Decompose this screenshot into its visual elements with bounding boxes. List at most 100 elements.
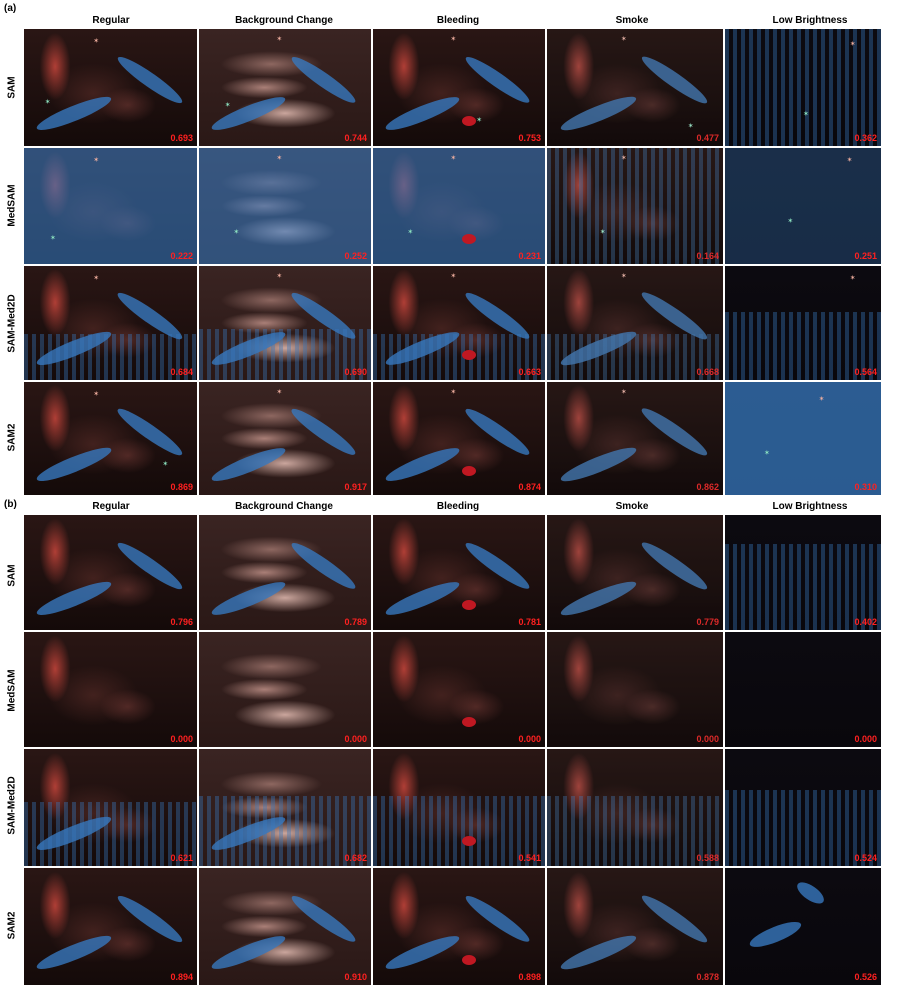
col-header-low-brightness: Low Brightness bbox=[772, 15, 848, 26]
image-cell: ✶ ✶ 0.869 bbox=[24, 382, 197, 495]
col-header-regular: Regular bbox=[92, 15, 130, 26]
dice-score: 0.869 bbox=[170, 482, 193, 492]
image-cell: 0.910 bbox=[199, 868, 371, 985]
dice-score: 0.588 bbox=[696, 853, 719, 863]
dice-score: 0.000 bbox=[518, 734, 541, 744]
dice-score: 0.682 bbox=[344, 853, 367, 863]
image-cell: ✶ ✶ 0.753 bbox=[373, 29, 545, 146]
dice-score: 0.310 bbox=[854, 482, 877, 492]
panel-b-label: (b) bbox=[4, 499, 17, 510]
dice-score: 0.878 bbox=[696, 972, 719, 982]
dice-score: 0.000 bbox=[170, 734, 193, 744]
image-cell: ✶ 0.668 bbox=[547, 266, 723, 380]
image-cell: 0.588 bbox=[547, 749, 723, 866]
image-cell: ✶ 0.663 bbox=[373, 266, 545, 380]
image-cell: 0.781 bbox=[373, 515, 545, 630]
image-cell: ✶ ✶ 0.693 bbox=[24, 29, 197, 146]
image-cell: ✶ 0.917 bbox=[199, 382, 371, 495]
image-cell: ✶ ✶ 0.251 bbox=[725, 148, 881, 264]
col-header-background-change: Background Change bbox=[235, 15, 333, 26]
image-cell: 0.000 bbox=[199, 632, 371, 747]
col-header-smoke: Smoke bbox=[615, 501, 649, 512]
dice-score: 0.222 bbox=[170, 251, 193, 261]
image-cell: 0.526 bbox=[725, 868, 881, 985]
panel-a-label: (a) bbox=[4, 3, 17, 14]
dice-score: 0.917 bbox=[344, 482, 367, 492]
image-cell: 0.000 bbox=[24, 632, 197, 747]
image-cell: ✶ 0.564 bbox=[725, 266, 881, 380]
image-cell: 0.894 bbox=[24, 868, 197, 985]
dice-score: 0.362 bbox=[854, 133, 877, 143]
dice-score: 0.874 bbox=[518, 482, 541, 492]
dice-score: 0.000 bbox=[854, 734, 877, 744]
dice-score: 0.753 bbox=[518, 133, 541, 143]
panel-a-grid: ✶ ✶ 0.693 ✶ ✶ 0.744 ✶ ✶ 0.753 ✶ ✶ 0.477 ✶ ✶ 0.362 … bbox=[24, 29, 906, 495]
image-cell: ✶ ✶ 0.164 bbox=[547, 148, 723, 264]
row-label-medsam: MedSAM bbox=[6, 669, 18, 712]
image-cell: ✶ 0.874 bbox=[373, 382, 545, 495]
image-cell: 0.779 bbox=[547, 515, 723, 630]
col-header-background-change: Background Change bbox=[235, 501, 333, 512]
dice-score: 0.402 bbox=[854, 617, 877, 627]
image-cell: 0.682 bbox=[199, 749, 371, 866]
image-cell: ✶ 0.684 bbox=[24, 266, 197, 380]
image-cell: ✶ ✶ 0.362 bbox=[725, 29, 881, 146]
dice-score: 0.779 bbox=[696, 617, 719, 627]
dice-score: 0.862 bbox=[696, 482, 719, 492]
image-cell: ✶ ✶ 0.477 bbox=[547, 29, 723, 146]
image-cell: ✶ 0.690 bbox=[199, 266, 371, 380]
image-cell: 0.000 bbox=[373, 632, 545, 747]
col-header-smoke: Smoke bbox=[615, 15, 649, 26]
image-cell: ✶ ✶ 0.252 bbox=[199, 148, 371, 264]
image-cell: 0.878 bbox=[547, 868, 723, 985]
row-label-sam2: SAM2 bbox=[6, 911, 18, 940]
dice-score: 0.663 bbox=[518, 367, 541, 377]
dice-score: 0.781 bbox=[518, 617, 541, 627]
dice-score: 0.251 bbox=[854, 251, 877, 261]
image-cell: ✶ ✶ 0.231 bbox=[373, 148, 545, 264]
image-cell: 0.789 bbox=[199, 515, 371, 630]
dice-score: 0.252 bbox=[344, 251, 367, 261]
image-cell: 0.402 bbox=[725, 515, 881, 630]
row-label-sam-med2d: SAM-Med2D bbox=[6, 776, 18, 835]
dice-score: 0.231 bbox=[518, 251, 541, 261]
dice-score: 0.000 bbox=[696, 734, 719, 744]
dice-score: 0.164 bbox=[696, 251, 719, 261]
dice-score: 0.744 bbox=[344, 133, 367, 143]
row-label-sam2: SAM2 bbox=[6, 423, 18, 452]
image-cell: 0.621 bbox=[24, 749, 197, 866]
dice-score: 0.789 bbox=[344, 617, 367, 627]
dice-score: 0.564 bbox=[854, 367, 877, 377]
image-cell: 0.000 bbox=[547, 632, 723, 747]
image-cell: ✶ ✶ 0.310 bbox=[725, 382, 881, 495]
col-header-bleeding: Bleeding bbox=[436, 15, 480, 26]
row-label-sam: SAM bbox=[6, 76, 18, 99]
dice-score: 0.524 bbox=[854, 853, 877, 863]
dice-score: 0.526 bbox=[854, 972, 877, 982]
image-cell: 0.541 bbox=[373, 749, 545, 866]
image-cell: ✶ ✶ 0.222 bbox=[24, 148, 197, 264]
image-cell: ✶ ✶ 0.744 bbox=[199, 29, 371, 146]
panel-b-grid: 0.796 0.789 0.781 0.779 0.402 0.000 0.00… bbox=[24, 515, 906, 985]
dice-score: 0.796 bbox=[170, 617, 193, 627]
row-label-sam: SAM bbox=[6, 564, 18, 587]
col-header-low-brightness: Low Brightness bbox=[772, 501, 848, 512]
dice-score: 0.477 bbox=[696, 133, 719, 143]
image-cell: ✶ 0.862 bbox=[547, 382, 723, 495]
dice-score: 0.690 bbox=[344, 367, 367, 377]
image-cell: 0.524 bbox=[725, 749, 881, 866]
dice-score: 0.541 bbox=[518, 853, 541, 863]
dice-score: 0.898 bbox=[518, 972, 541, 982]
dice-score: 0.684 bbox=[170, 367, 193, 377]
dice-score: 0.894 bbox=[170, 972, 193, 982]
dice-score: 0.910 bbox=[344, 972, 367, 982]
dice-score: 0.693 bbox=[170, 133, 193, 143]
row-label-sam-med2d: SAM-Med2D bbox=[6, 294, 18, 353]
dice-score: 0.668 bbox=[696, 367, 719, 377]
dice-score: 0.000 bbox=[344, 734, 367, 744]
col-header-regular: Regular bbox=[92, 501, 130, 512]
image-cell: 0.796 bbox=[24, 515, 197, 630]
image-cell: 0.000 bbox=[725, 632, 881, 747]
row-label-medsam: MedSAM bbox=[6, 184, 18, 227]
image-cell: 0.898 bbox=[373, 868, 545, 985]
